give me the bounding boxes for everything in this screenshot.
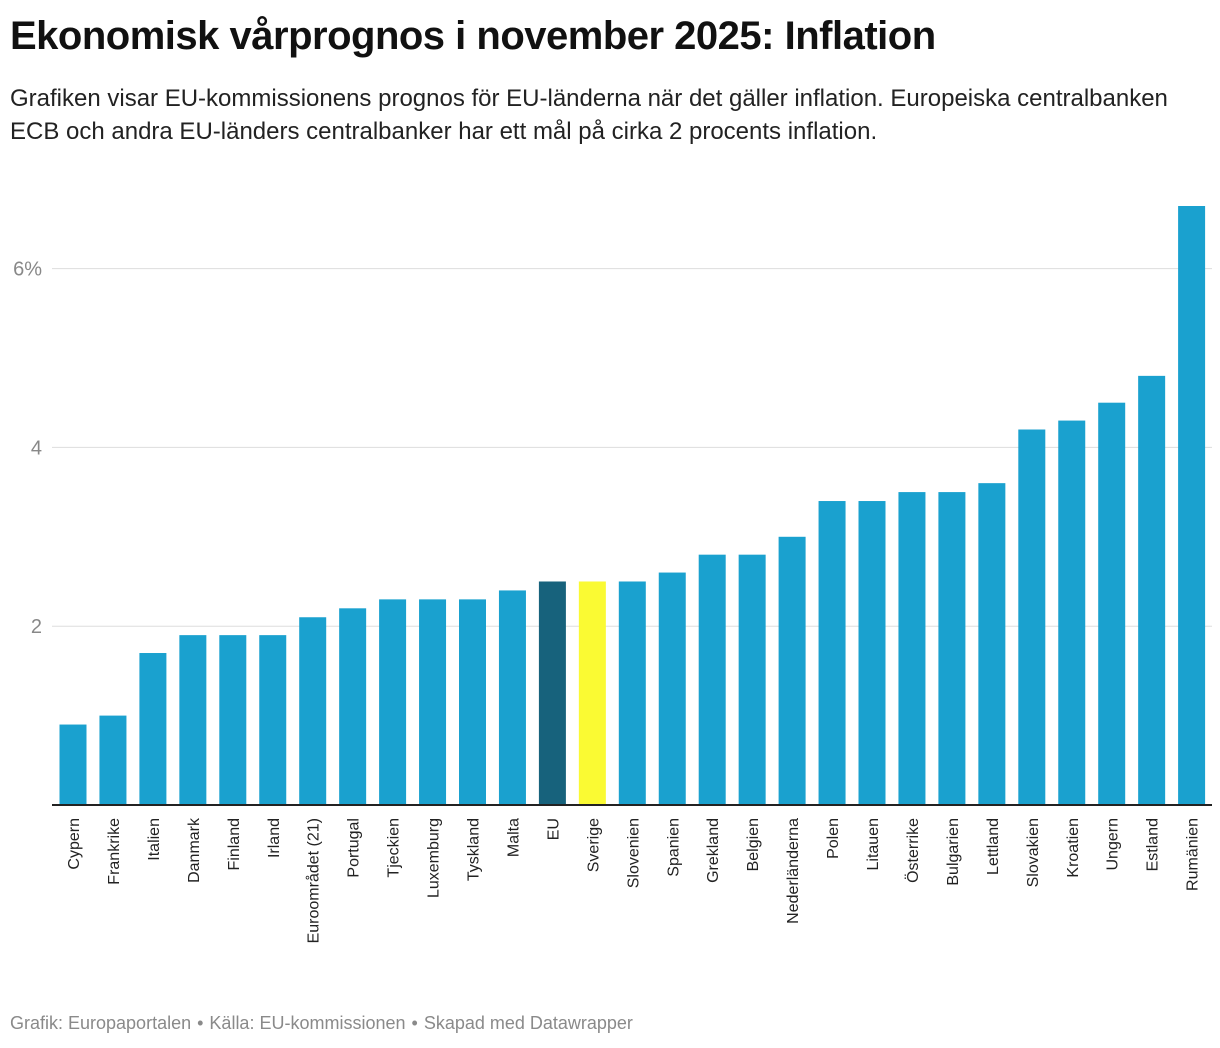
x-tick-label: Tjeckien — [386, 818, 403, 878]
bar-28 — [1178, 206, 1206, 805]
x-tick-label: Irland — [266, 818, 283, 858]
bar-17 — [738, 554, 766, 805]
bar-14 — [618, 581, 646, 805]
bar-1 — [99, 715, 127, 805]
x-tick-label: Slovakien — [1025, 818, 1042, 887]
chart-subtitle: Grafiken visar EU-kommissionens prognos … — [10, 85, 1168, 145]
bar-20 — [858, 501, 886, 805]
bar-16 — [698, 554, 726, 805]
footer-separator: • — [197, 1013, 204, 1033]
chart-title: Ekonomisk vårprognos i november 2025: In… — [10, 14, 936, 58]
x-tick-label: Frankrike — [106, 818, 123, 885]
bar-11 — [498, 590, 526, 805]
bar-7 — [339, 608, 367, 805]
bar-27 — [1138, 375, 1166, 805]
bar-2 — [139, 653, 167, 805]
bar-21 — [898, 492, 926, 805]
y-tick-label: 6% — [13, 259, 42, 281]
y-tick-label: 4 — [31, 437, 42, 459]
x-tick-label: Italien — [146, 818, 163, 861]
bar-3 — [179, 635, 207, 805]
bar-13 — [578, 581, 606, 805]
x-tick-label: Kroatien — [1065, 818, 1082, 878]
bar-5 — [259, 635, 287, 805]
x-tick-label: Euroområdet (21) — [305, 818, 323, 943]
bar-chart: 2 4 6% Cypern Frankrike Italien Danmark Finland… — [13, 206, 1212, 943]
x-tick-label: Rumänien — [1185, 818, 1202, 891]
footer-separator: • — [411, 1013, 418, 1033]
bar-8 — [379, 599, 407, 805]
x-tick-label: Ungern — [1105, 818, 1122, 870]
x-tick-label: Litauen — [865, 818, 882, 871]
x-tick-label: Bulgarien — [945, 818, 962, 886]
bar-9 — [419, 599, 447, 805]
bar-10 — [459, 599, 486, 805]
x-tick-label: Lettland — [985, 818, 1002, 875]
bar-15 — [658, 572, 686, 805]
x-tick-label: Belgien — [745, 818, 762, 871]
footer: Grafik: Europaportalen • Källa: EU-kommiss… — [10, 1013, 633, 1034]
x-tick-label: Portugal — [346, 818, 363, 878]
x-tick-label: Polen — [825, 818, 842, 859]
x-tick-label: Nederländerna — [785, 818, 802, 924]
bar-22 — [938, 492, 966, 805]
x-tick-label: Estland — [1145, 818, 1162, 871]
x-tick-label: Luxemburg — [426, 818, 443, 898]
footer-source: Källa: EU-kommissionen — [209, 1013, 406, 1033]
x-tick-label: EU — [545, 818, 562, 840]
bar-23 — [978, 483, 1006, 805]
x-tick-label: Tyskland — [466, 818, 483, 881]
x-tick-label: Malta — [505, 818, 522, 857]
x-tick-label: Slovenien — [625, 818, 642, 888]
x-tick-label: Cypern — [66, 818, 83, 870]
footer-made-with: Skapad med Datawrapper — [423, 1013, 633, 1033]
x-tick-label: Finland — [226, 818, 243, 870]
bar-26 — [1098, 402, 1126, 805]
x-tick-label: Österrike — [904, 818, 922, 883]
bar-19 — [818, 501, 846, 805]
x-tick-label: Sverige — [585, 818, 602, 872]
bar-18 — [778, 536, 806, 805]
bar-4 — [219, 635, 247, 805]
bar-0 — [59, 724, 87, 805]
x-tick-label: Spanien — [665, 818, 682, 877]
bar-24 — [1018, 429, 1046, 805]
y-tick-label: 2 — [31, 616, 42, 638]
bar-6 — [299, 617, 327, 805]
footer-graphic-credit: Grafik: Europaportalen — [10, 1013, 192, 1033]
x-tick-label: Grekland — [705, 818, 722, 883]
x-tick-label: Danmark — [186, 817, 203, 883]
bar-25 — [1058, 420, 1086, 805]
bar-12 — [538, 581, 566, 805]
